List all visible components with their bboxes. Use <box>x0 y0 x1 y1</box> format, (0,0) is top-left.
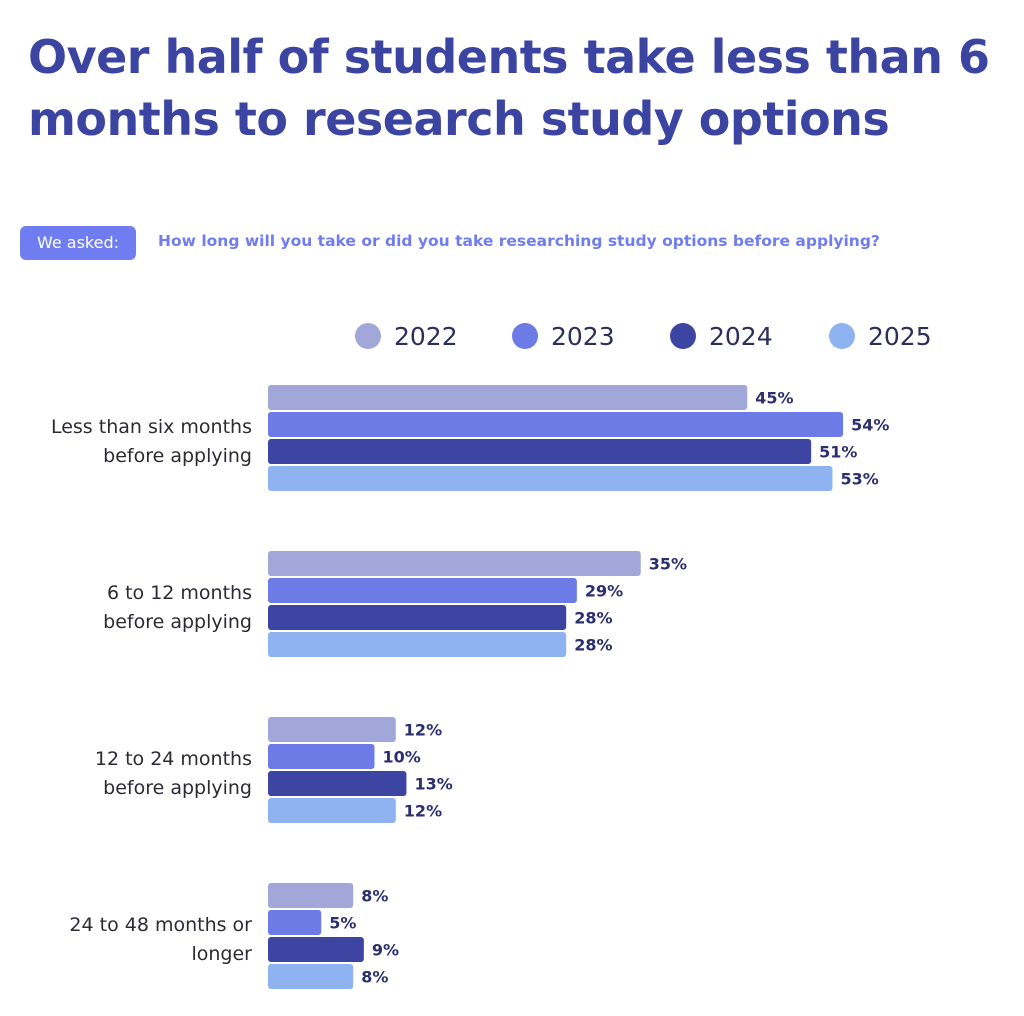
value-label-2023: 5% <box>329 914 356 933</box>
legend-marker-2024 <box>670 323 696 349</box>
value-label-2023: 54% <box>851 416 889 435</box>
bar-2023 <box>268 910 322 935</box>
bar-2025 <box>268 632 567 657</box>
category-label: 6 to 12 months before applying <box>103 582 252 633</box>
value-label-2024: 13% <box>414 775 452 794</box>
category-labels: Less than six months before applying 6 to … <box>51 416 252 965</box>
survey-question: How long will you take or did you take r… <box>158 232 880 250</box>
bar-2025 <box>268 798 396 823</box>
bar-2024 <box>268 937 364 962</box>
we-asked-badge: We asked: <box>20 226 136 260</box>
value-label-2022: 8% <box>361 887 388 906</box>
category-label: 12 to 24 months before applying <box>95 748 252 799</box>
chart-title: Over half of students take less than 6 m… <box>28 30 990 146</box>
value-label-2022: 12% <box>404 721 442 740</box>
legend-label-2024: 2024 <box>709 322 773 351</box>
value-labels: 45% 54% 51% 53% 35% 29% 28% 28% 12% 10% 13% 12% 8% 5%… <box>329 389 889 987</box>
value-label-2023: 29% <box>585 582 623 601</box>
value-label-2025: 53% <box>840 470 878 489</box>
bar-2024 <box>268 605 567 630</box>
bar-2024 <box>268 771 407 796</box>
bar-2023 <box>268 412 844 437</box>
bar-2022 <box>268 717 396 742</box>
value-label-2025: 28% <box>574 636 612 655</box>
bar-2023 <box>268 744 375 769</box>
bar-2024 <box>268 439 812 464</box>
value-label-2024: 9% <box>372 941 399 960</box>
value-label-2024: 51% <box>819 443 857 462</box>
bar-2022 <box>268 385 748 410</box>
value-label-2024: 28% <box>574 609 612 628</box>
bar-2022 <box>268 551 641 576</box>
value-label-2025: 8% <box>361 968 388 987</box>
legend-marker-2025 <box>829 323 855 349</box>
category-label: Less than six months before applying <box>51 416 252 467</box>
category-label: 24 to 48 months or longer <box>69 914 252 965</box>
legend-marker-2022 <box>355 323 381 349</box>
legend-label-2025: 2025 <box>868 322 932 351</box>
legend-marker-2023 <box>512 323 538 349</box>
value-label-2023: 10% <box>383 748 421 767</box>
value-label-2025: 12% <box>404 802 442 821</box>
bar-2023 <box>268 578 577 603</box>
bars <box>268 385 844 989</box>
bar-2022 <box>268 883 354 908</box>
bar-2025 <box>268 466 833 491</box>
bar-2025 <box>268 964 354 989</box>
value-label-2022: 35% <box>649 555 687 574</box>
legend-label-2023: 2023 <box>551 322 615 351</box>
value-label-2022: 45% <box>755 389 793 408</box>
chart-legend: 2022 2023 2024 2025 <box>355 322 932 351</box>
legend-label-2022: 2022 <box>394 322 458 351</box>
